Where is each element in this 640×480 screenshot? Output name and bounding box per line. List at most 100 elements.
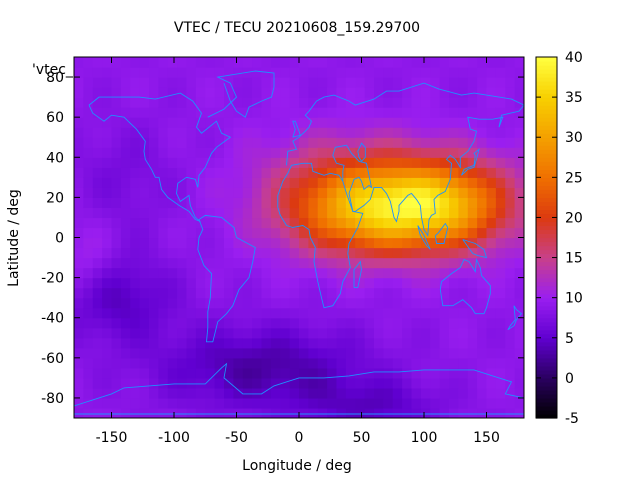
heatmap-cell [205, 127, 216, 138]
heatmap-cell [242, 187, 253, 198]
heatmap-cell [111, 157, 122, 168]
heatmap-cell [449, 87, 459, 98]
heatmap-cell [327, 387, 338, 399]
heatmap-cell [392, 117, 403, 128]
heatmap-cell [186, 247, 197, 259]
heatmap-cell [336, 137, 347, 148]
colorbar-strip [536, 397, 557, 403]
heatmap-cell [74, 247, 84, 259]
heatmap-cell [495, 397, 506, 409]
heatmap-cell [439, 167, 450, 178]
heatmap-cell [289, 267, 300, 279]
heatmap-cell [449, 147, 459, 158]
heatmap-cell [402, 177, 413, 188]
heatmap-cell [289, 107, 300, 118]
heatmap-cell [214, 137, 225, 148]
heatmap-cell [289, 237, 300, 249]
heatmap-cell [261, 247, 272, 259]
heatmap-cell [214, 247, 225, 259]
heatmap-cell [224, 177, 234, 188]
heatmap-cell [289, 257, 300, 269]
heatmap-cell [270, 227, 281, 239]
heatmap-cell [383, 137, 394, 148]
heatmap-cell [439, 127, 450, 138]
heatmap-cell [383, 377, 394, 389]
colorbar-tick-label: 35 [565, 90, 583, 106]
heatmap-cell [486, 387, 497, 399]
heatmap-cell [139, 237, 150, 249]
heatmap-cell [214, 377, 225, 389]
heatmap-cell [477, 347, 488, 359]
x-tick-label: -100 [158, 430, 190, 446]
heatmap-cell [411, 377, 422, 389]
heatmap-cell [411, 307, 422, 319]
heatmap-cell [74, 257, 84, 269]
heatmap-cell [458, 217, 469, 229]
heatmap-cell [158, 287, 169, 299]
heatmap-cell [83, 257, 94, 269]
heatmap-cell [514, 257, 524, 269]
colorbar-strip [536, 381, 557, 387]
heatmap-cell [111, 347, 122, 359]
heatmap-cell [205, 167, 216, 178]
heatmap-cell [280, 327, 291, 339]
heatmap-cell [392, 407, 403, 418]
heatmap-cell [430, 347, 441, 359]
heatmap-cell [167, 67, 178, 78]
heatmap-cell [224, 227, 234, 239]
heatmap-cell [233, 167, 244, 178]
heatmap-cell [270, 177, 281, 188]
heatmap-cell [299, 67, 309, 78]
heatmap-cell [420, 207, 431, 219]
heatmap-cell [158, 377, 169, 389]
colorbar-strip [536, 141, 557, 146]
heatmap-cell [158, 327, 169, 339]
heatmap-cell [364, 337, 375, 349]
heatmap-cell [402, 267, 413, 279]
heatmap-cell [458, 107, 469, 118]
heatmap-cell [327, 327, 338, 339]
heatmap-cell [83, 297, 94, 309]
heatmap-cell [467, 217, 478, 229]
heatmap-cell [374, 87, 384, 98]
heatmap-cell [177, 87, 188, 98]
heatmap-cell [280, 297, 291, 309]
heatmap-cell [299, 267, 309, 279]
heatmap-cell [83, 347, 94, 359]
heatmap-cell [392, 287, 403, 299]
heatmap-cell [167, 167, 178, 178]
heatmap-cell [439, 257, 450, 269]
heatmap-cell [120, 117, 131, 128]
heatmap-cell [486, 297, 497, 309]
heatmap-cell [345, 297, 356, 309]
heatmap-cell [102, 167, 113, 178]
heatmap-cell [280, 337, 291, 349]
heatmap-cell [270, 287, 281, 299]
heatmap-cell [439, 77, 450, 88]
heatmap-cell [252, 187, 263, 198]
heatmap-cell [383, 267, 394, 279]
heatmap-cell [336, 297, 347, 309]
colorbar-strip [536, 89, 557, 94]
x-tick-label: -150 [96, 430, 128, 446]
heatmap-cell [467, 307, 478, 319]
heatmap-cell [224, 317, 234, 329]
y-tick-label: 80 [46, 70, 64, 86]
heatmap-cell [92, 347, 103, 359]
heatmap-cell [261, 387, 272, 399]
colorbar-strip [536, 157, 557, 162]
heatmap-cell [317, 287, 328, 299]
heatmap-cell [224, 307, 234, 319]
heatmap-cell [477, 397, 488, 409]
heatmap-cell [495, 257, 506, 269]
heatmap-cell [83, 67, 94, 78]
heatmap-cell [402, 137, 413, 148]
heatmap-cell [364, 157, 375, 168]
heatmap-cell [345, 87, 356, 98]
heatmap-cell [327, 287, 338, 299]
heatmap-cell [355, 77, 366, 88]
heatmap-cell [374, 267, 384, 279]
heatmap-cell [177, 267, 188, 279]
heatmap-cell [102, 97, 113, 108]
heatmap-cell [205, 297, 216, 309]
